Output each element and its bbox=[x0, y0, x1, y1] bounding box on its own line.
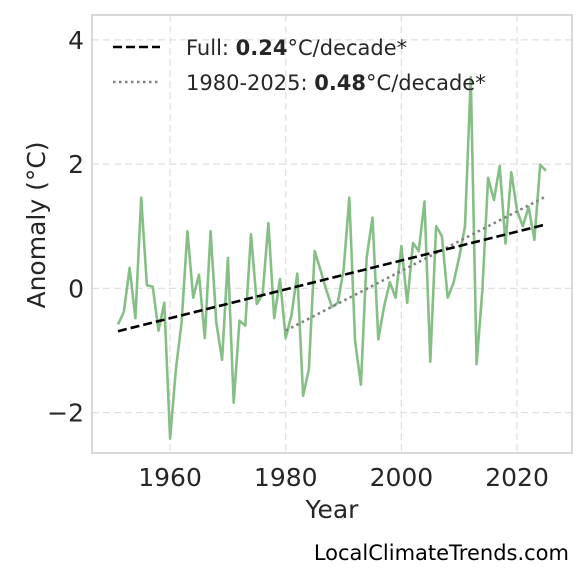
legend-full-trend-label: Full: 0.24°C/decade* bbox=[186, 36, 407, 60]
legend-full-suffix: °C/decade* bbox=[288, 36, 408, 60]
y-tick-label: 4 bbox=[68, 26, 84, 55]
x-tick-label: 1960 bbox=[138, 463, 202, 492]
x-tick-label: 2020 bbox=[485, 463, 549, 492]
anomaly-series-line bbox=[116, 75, 547, 441]
legend-recent-suffix: °C/decade* bbox=[366, 71, 486, 95]
x-tick-label: 1980 bbox=[254, 463, 318, 492]
legend-full-value: 0.24 bbox=[236, 36, 288, 60]
y-axis-label: Anomaly (°C) bbox=[22, 141, 51, 308]
y-tick-label: 2 bbox=[68, 150, 84, 179]
watermark-text: LocalClimateTrends.com bbox=[314, 541, 569, 565]
legend-recent-value: 0.48 bbox=[314, 71, 366, 95]
y-tick-label: −2 bbox=[47, 399, 84, 428]
recent-trend-line bbox=[285, 195, 547, 332]
legend-full-prefix: Full: bbox=[186, 36, 236, 60]
legend-recent-prefix: 1980-2025: bbox=[186, 71, 314, 95]
full-trend-line bbox=[117, 223, 547, 333]
legend: Full: 0.24°C/decade* 1980-2025: 0.48°C/d… bbox=[113, 36, 486, 95]
grid-lines bbox=[92, 15, 572, 453]
x-tick-label: 2000 bbox=[370, 463, 434, 492]
plot-area-frame bbox=[91, 14, 573, 454]
tick-labels: 1960 1980 2000 2020 −2 0 2 4 bbox=[47, 26, 549, 492]
x-axis-label: Year bbox=[305, 495, 360, 524]
series-layer bbox=[116, 75, 547, 441]
y-tick-label: 0 bbox=[68, 274, 84, 303]
legend-recent-trend-label: 1980-2025: 0.48°C/decade* bbox=[186, 71, 486, 95]
